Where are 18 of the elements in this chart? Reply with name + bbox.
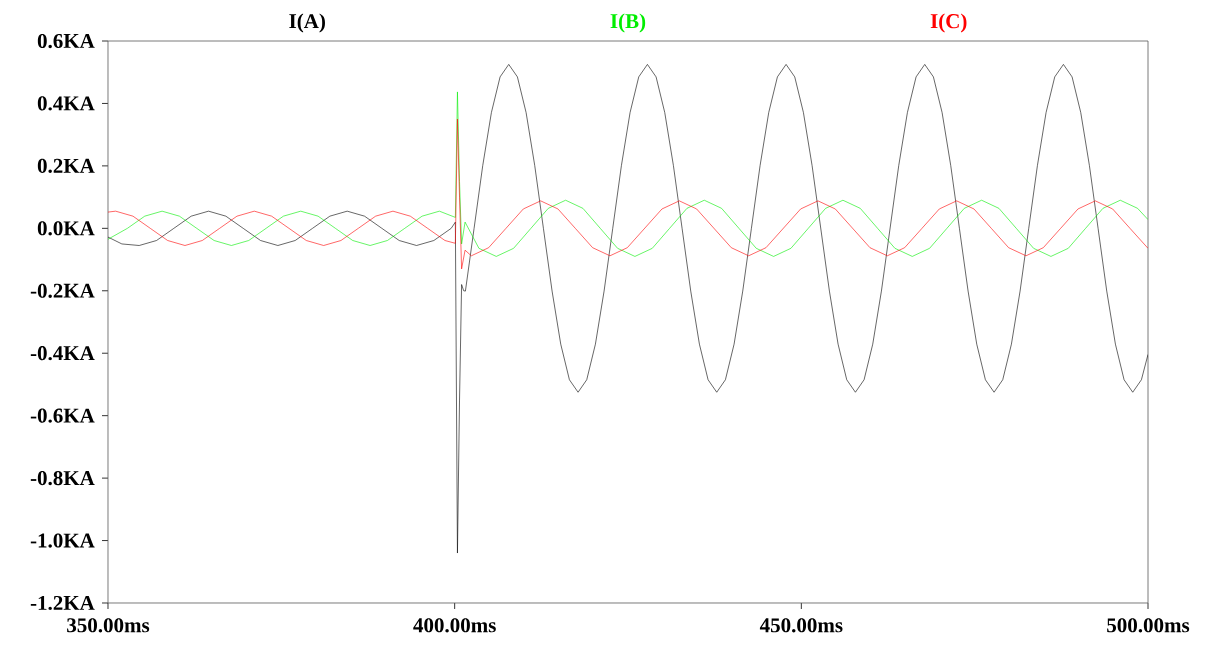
y-tick-label: 0.0KA <box>37 221 95 236</box>
y-tick-label: 0.6KA <box>37 33 95 49</box>
text: I(C) <box>930 13 967 33</box>
y-tick-label: 0.2KA <box>37 158 95 174</box>
y-tick-label: -0.4KA <box>30 346 95 361</box>
y-tick-label: -0.8KA <box>30 470 95 486</box>
x-tick-label: 450.00ms <box>759 618 843 633</box>
y-tick-label: 0.4KA <box>37 96 95 111</box>
line-series <box>108 91 1148 257</box>
text: I(B) <box>610 13 646 33</box>
x-tick-label: 500.00ms <box>1107 618 1190 633</box>
y-tick-label: -1.2KA <box>30 595 95 611</box>
x-tick-label: 400.00ms <box>413 618 496 633</box>
text: I(A) <box>289 13 325 33</box>
y-tick-label: -0.6KA <box>30 408 95 423</box>
y-tick-label: -0.2KA <box>30 283 95 298</box>
x-tick-label: 350.00ms <box>67 618 150 633</box>
y-tick-label: -1.0KA <box>30 533 95 548</box>
